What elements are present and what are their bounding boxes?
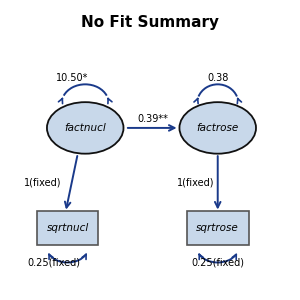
Text: sqrtrose: sqrtrose bbox=[196, 223, 239, 233]
Text: 0.38: 0.38 bbox=[207, 73, 228, 83]
Ellipse shape bbox=[47, 102, 124, 154]
Text: 0.25(fixed): 0.25(fixed) bbox=[191, 257, 244, 268]
Text: 1(fixed): 1(fixed) bbox=[177, 177, 214, 188]
FancyBboxPatch shape bbox=[37, 211, 98, 245]
Text: 0.25(fixed): 0.25(fixed) bbox=[28, 257, 81, 268]
Text: 1(fixed): 1(fixed) bbox=[24, 177, 61, 188]
Text: sqrtnucl: sqrtnucl bbox=[46, 223, 89, 233]
Ellipse shape bbox=[179, 102, 256, 154]
Text: 10.50*: 10.50* bbox=[56, 73, 88, 83]
Text: No Fit Summary: No Fit Summary bbox=[81, 15, 219, 30]
Text: 0.39**: 0.39** bbox=[137, 114, 168, 124]
Text: factrose: factrose bbox=[196, 123, 239, 133]
Text: factnucl: factnucl bbox=[64, 123, 106, 133]
FancyBboxPatch shape bbox=[187, 211, 249, 245]
